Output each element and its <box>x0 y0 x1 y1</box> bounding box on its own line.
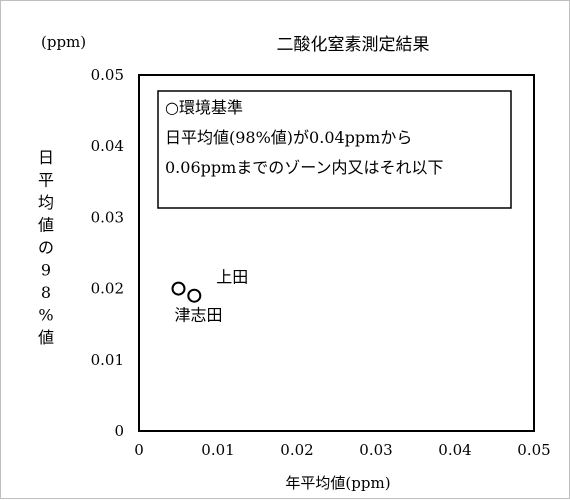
y-axis-label-char: 9 <box>41 261 51 280</box>
y-tick-labels: 0 0.01 0.02 0.03 0.04 0.05 <box>91 66 124 440</box>
annotation-box: ○環境基準 日平均値(98%値)が0.04ppmから 0.06ppmまでのゾーン… <box>157 90 512 209</box>
y-tick-label: 0.04 <box>91 137 124 155</box>
x-tick-label: 0.04 <box>438 441 471 459</box>
x-tick-label: 0.01 <box>201 441 234 459</box>
y-axis-label-char: 8 <box>41 283 51 302</box>
plot-area <box>138 74 535 432</box>
annotation-frame <box>157 90 512 209</box>
data-point <box>187 288 202 303</box>
x-tick-label: 0 <box>134 441 144 459</box>
data-point-label: 津志田 <box>175 306 223 325</box>
x-axis-label: 年平均値(ppm) <box>285 474 390 492</box>
y-tick-label: 0.03 <box>91 208 124 226</box>
x-tick-label: 0.03 <box>359 441 392 459</box>
y-tick-label: 0 <box>114 422 124 440</box>
y-axis-label-char: の <box>38 238 54 257</box>
x-tick-label: 0.05 <box>517 441 550 459</box>
y-tick-label: 0.01 <box>91 351 124 369</box>
data-point-label: 上田 <box>216 268 248 287</box>
y-axis-label-char: % <box>38 306 53 325</box>
annotation-title: ○環境基準 <box>165 98 243 117</box>
data-point <box>171 281 186 296</box>
y-unit-label: (ppm) <box>41 33 86 51</box>
y-axis-label-char: 均 <box>38 193 54 212</box>
annotation-line-2: 0.06ppmまでのゾーン内又はそれ以下 <box>165 158 443 177</box>
y-axis-label-char: 値 <box>38 216 54 235</box>
y-axis-label-char: 平 <box>38 171 54 190</box>
y-axis-label-char: 日 <box>38 148 54 167</box>
y-tick-label: 0.02 <box>91 280 124 298</box>
y-axis-label-char: 値 <box>38 328 54 347</box>
data-points <box>171 281 202 303</box>
annotation-line-1: 日平均値(98%値)が0.04ppmから <box>165 128 412 147</box>
x-tick-labels: 0 0.01 0.02 0.03 0.04 0.05 <box>134 441 550 459</box>
x-tick-label: 0.02 <box>280 441 313 459</box>
y-tick-label: 0.05 <box>91 66 124 84</box>
chart-title: 二酸化窒素測定結果 <box>277 35 430 55</box>
